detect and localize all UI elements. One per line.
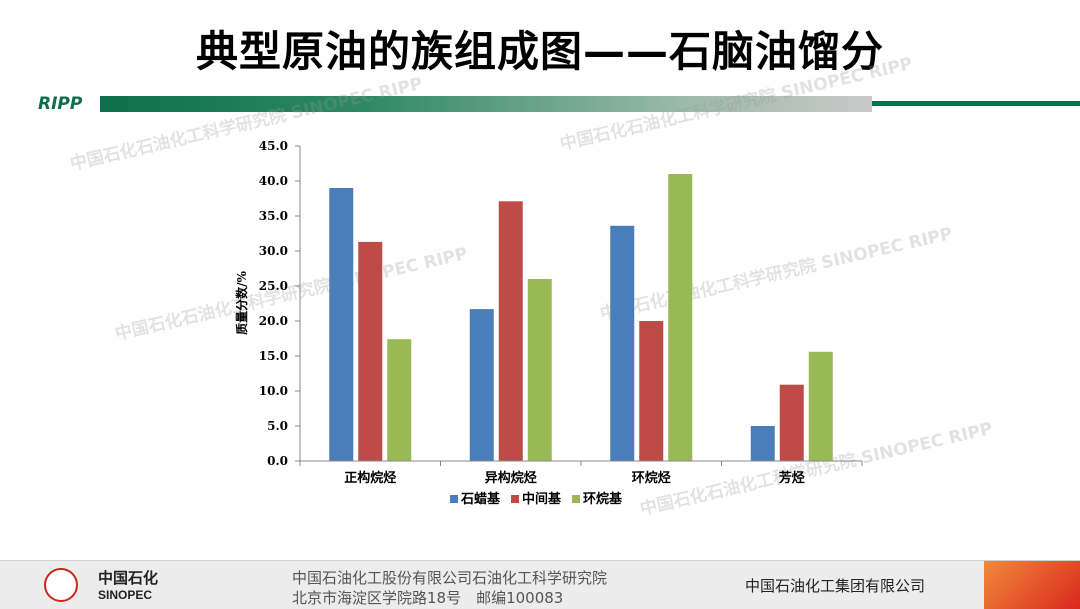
footer-group-name: 中国石油化工集团有限公司 — [745, 577, 926, 595]
bar — [808, 351, 833, 461]
x-tick-label: 芳烃 — [779, 470, 805, 486]
y-tick-label: 25.0 — [259, 279, 288, 293]
x-tick-label: 正构烷烃 — [344, 470, 396, 486]
y-axis-label: 质量分数/% — [234, 271, 249, 335]
x-axis: 正构烷烃 异构烷烃 环烷烃 芳烃 — [299, 460, 863, 486]
legend-swatch — [572, 495, 580, 503]
bar — [639, 321, 664, 461]
legend-label: 石蜡基 — [460, 491, 501, 507]
x-tick-label: 环烷烃 — [632, 470, 671, 486]
bar — [358, 241, 383, 461]
slide-title: 典型原油的族组成图——石脑油馏分 — [195, 27, 884, 76]
y-tick-label: 40.0 — [259, 174, 288, 188]
legend: 石蜡基 中间基 环烷基 — [450, 491, 623, 507]
ripp-brand: RIPP — [0, 95, 100, 113]
legend-swatch — [511, 495, 519, 503]
legend-label: 中间基 — [522, 491, 562, 507]
bar — [329, 188, 354, 461]
footer-accent — [984, 561, 1080, 609]
y-tick-label: 10.0 — [259, 384, 288, 398]
bar — [527, 279, 552, 461]
x-tick-label: 异构烷烃 — [485, 470, 537, 486]
bar — [387, 339, 412, 461]
legend-swatch — [450, 495, 458, 503]
y-tick-label: 30.0 — [259, 244, 288, 258]
bars — [329, 174, 833, 462]
y-tick-label: 15.0 — [259, 349, 288, 363]
sinopec-logo-icon — [44, 568, 78, 602]
y-tick-label: 0.0 — [267, 454, 288, 468]
bar — [750, 426, 775, 461]
y-tick-label: 5.0 — [267, 419, 288, 433]
header-gradient-bar — [100, 96, 872, 112]
bar — [610, 225, 635, 461]
bar-chart: 0.0 5.0 10.0 15.0 20.0 25.0 30.0 35.0 40.0 45.0 正… — [234, 139, 863, 507]
footer-address-line1: 中国石油化工股份有限公司石油化工科学研究院 — [292, 569, 608, 587]
footer: 中国石化 SINOPEC 中国石油化工股份有限公司石油化工科学研究院 北京市海淀… — [0, 560, 1080, 609]
footer-logo-cn: 中国石化 — [98, 569, 159, 587]
y-tick-label: 35.0 — [259, 209, 288, 223]
footer-address-line2: 北京市海淀区学院路18号 邮编100083 — [292, 589, 564, 607]
bar — [498, 201, 523, 462]
y-axis: 0.0 5.0 10.0 15.0 20.0 25.0 30.0 35.0 40.0 45.0 — [259, 139, 301, 468]
bar — [668, 174, 693, 461]
bar — [779, 384, 804, 461]
legend-label: 环烷基 — [583, 491, 623, 507]
y-tick-label: 20.0 — [259, 314, 288, 328]
footer-logo-en: SINOPEC — [98, 588, 153, 602]
bar — [469, 309, 494, 461]
y-tick-label: 45.0 — [259, 139, 288, 153]
